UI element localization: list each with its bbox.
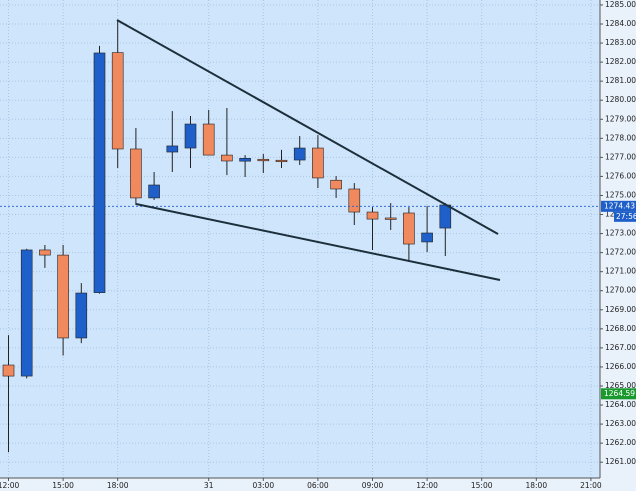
x-tick-label: 21:00: [580, 481, 602, 490]
candle-body: [130, 148, 142, 199]
y-tick-label: 1276.00: [605, 171, 636, 180]
candle-body: [93, 52, 106, 293]
candle-body: [384, 217, 397, 220]
candle-body: [39, 249, 51, 256]
candle-body: [421, 232, 433, 243]
candle-body: [148, 184, 160, 199]
y-tick-label: 1277.00: [605, 152, 636, 161]
current-price-box: [601, 200, 636, 212]
y-tick-label: 1266.00: [605, 362, 636, 371]
candle-body: [20, 249, 33, 377]
y-tick-label: 1271.00: [605, 267, 636, 276]
candle-body: [57, 254, 69, 339]
candle-body: [257, 158, 270, 162]
candle-body: [348, 188, 361, 213]
candle-body: [366, 211, 379, 220]
y-tick-label: 1261.00: [605, 457, 636, 466]
x-tick-label: 18:00: [525, 481, 547, 490]
y-tick-label: 1284.00: [605, 19, 636, 28]
candle-body: [2, 364, 15, 377]
y-tick-label: 1275.00: [605, 190, 636, 199]
y-tick-label: 1268.00: [605, 324, 636, 333]
candle-body: [202, 123, 215, 156]
candle-body: [275, 159, 288, 163]
candles: [0, 20, 600, 453]
x-tick-label: 15:00: [52, 481, 74, 490]
x-tick-label: 15:00: [471, 481, 493, 490]
y-tick-label: 1264.00: [605, 400, 636, 409]
x-tick-label: 18:00: [107, 481, 129, 490]
x-tick-label: 12:00: [416, 481, 438, 490]
trendline-lower: [135, 203, 501, 281]
candle-body: [293, 147, 306, 161]
y-tick-label: 1262.00: [605, 438, 636, 447]
y-tick-label: 1272.00: [605, 248, 636, 257]
y-tick-label: 1280.00: [605, 95, 636, 104]
x-tick-label: 06:00: [307, 481, 329, 490]
y-tick-label: 1282.00: [605, 57, 636, 66]
trendline-upper: [116, 19, 499, 235]
candle-body: [330, 179, 342, 190]
candle-body: [312, 147, 324, 179]
y-tick-label: 1265.00: [605, 381, 636, 390]
y-tick-label: 1285.00: [605, 0, 636, 9]
x-tick-label: 09:00: [362, 481, 384, 490]
candle-body: [184, 123, 197, 149]
marker-price-label: 1264.59: [604, 389, 635, 398]
y-tick-label: 1267.00: [605, 343, 636, 352]
x-tick-label: 31: [204, 481, 214, 490]
y-tick-label: 1283.00: [605, 38, 636, 47]
candle-body: [166, 145, 179, 153]
marker-price-box: [601, 388, 636, 400]
candle-body: [239, 158, 251, 162]
y-tick-label: 1281.00: [605, 76, 636, 85]
candle-body: [75, 292, 88, 339]
x-tick-label: 03:00: [252, 481, 274, 490]
candle-body: [111, 52, 124, 150]
countdown-box: [614, 211, 636, 222]
y-tick-label: 1279.00: [605, 114, 636, 123]
x-tick-label: 12:00: [0, 481, 20, 490]
y-tick-label: 1263.00: [605, 419, 636, 428]
y-tick-label: 1269.00: [605, 305, 636, 314]
y-tick-label: 1270.00: [605, 286, 636, 295]
current-price-label: 1274.43: [604, 201, 635, 210]
candle-body: [221, 154, 233, 162]
countdown-label: 27:56: [616, 212, 636, 221]
y-tick-label: 1273.00: [605, 229, 636, 238]
candle-body: [403, 212, 415, 245]
y-tick-label: 1278.00: [605, 133, 636, 142]
candle-body: [439, 204, 452, 229]
